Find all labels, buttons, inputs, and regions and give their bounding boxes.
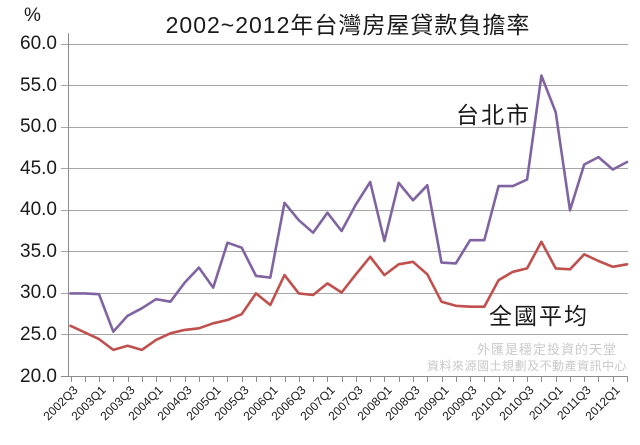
x-axis-tick xyxy=(170,377,172,382)
gridline xyxy=(61,85,628,87)
y-axis-tick-label: 40.0 xyxy=(20,199,57,221)
x-axis-tick xyxy=(584,377,586,382)
x-axis-tick xyxy=(541,377,543,382)
x-axis-tick xyxy=(355,377,357,382)
gridline xyxy=(61,209,628,211)
x-axis-tick xyxy=(156,377,158,382)
x-axis-tick xyxy=(313,377,315,382)
x-axis-tick xyxy=(384,377,386,382)
y-axis-tick-label: 25.0 xyxy=(20,323,57,345)
x-axis-tick xyxy=(370,377,372,382)
gridline xyxy=(61,168,628,170)
x-axis-tick xyxy=(213,377,215,382)
y-axis-tick-label: 35.0 xyxy=(20,240,57,262)
x-axis-tick xyxy=(270,377,272,382)
series-label-taipei: 台北市 xyxy=(456,102,531,128)
x-axis-tick xyxy=(598,377,600,382)
x-axis-tick xyxy=(70,377,72,382)
gridline xyxy=(61,251,628,253)
x-axis-tick xyxy=(527,377,529,382)
gridline xyxy=(61,292,628,294)
x-axis-tick xyxy=(256,377,257,382)
y-axis-unit-label: % xyxy=(24,5,41,26)
x-axis-tick xyxy=(569,377,571,382)
gridline xyxy=(61,126,628,128)
x-axis-tick xyxy=(99,377,101,382)
gridline xyxy=(61,43,628,45)
watermark-line1: 外匯是穩定投資的天堂 xyxy=(476,342,617,357)
x-axis-tick xyxy=(484,377,486,382)
x-axis-tick xyxy=(298,377,300,382)
x-axis-line xyxy=(61,376,628,377)
y-axis-tick-label: 45.0 xyxy=(20,157,57,179)
x-axis-tick xyxy=(512,377,514,382)
x-axis-tick xyxy=(113,377,115,382)
y-axis-tick-label: 60.0 xyxy=(20,33,57,54)
x-axis-tick xyxy=(141,377,143,382)
x-axis-tick xyxy=(284,377,286,382)
x-axis-tick xyxy=(241,377,243,382)
x-axis-tick xyxy=(498,377,500,382)
gridline xyxy=(61,334,628,336)
x-axis-tick xyxy=(470,377,472,382)
x-axis-tick xyxy=(455,377,457,382)
taipei-city-line xyxy=(69,74,629,333)
national-average-line xyxy=(69,240,629,352)
x-axis-tick xyxy=(412,377,414,382)
y-axis-tick-label: 55.0 xyxy=(20,74,57,96)
y-axis-line xyxy=(68,33,69,377)
x-axis-tick xyxy=(84,377,86,382)
x-axis-tick xyxy=(227,377,229,382)
watermark-line2: 資料來源國土規劃及不動產資訊中心 xyxy=(426,359,627,373)
x-axis-tick xyxy=(555,377,557,382)
x-axis-tick xyxy=(127,377,129,382)
y-axis-tick-label: 20.0 xyxy=(20,365,57,387)
x-axis-tick xyxy=(327,377,329,382)
y-axis-tick-label: 50.0 xyxy=(20,116,57,138)
x-axis-tick xyxy=(627,377,629,382)
series-label-national-average: 全國平均 xyxy=(489,303,589,329)
x-axis-tick xyxy=(441,377,443,382)
x-axis-tick xyxy=(184,377,186,382)
y-axis-tick-label: 30.0 xyxy=(20,282,57,304)
x-axis-tick xyxy=(427,377,429,382)
x-axis-tick xyxy=(198,377,200,382)
chart-title: 2002~2012年台灣房屋貸款負擔率 xyxy=(165,12,531,38)
x-axis-tick xyxy=(341,377,343,382)
x-axis-tick xyxy=(612,377,614,382)
x-axis-tick xyxy=(398,377,400,382)
